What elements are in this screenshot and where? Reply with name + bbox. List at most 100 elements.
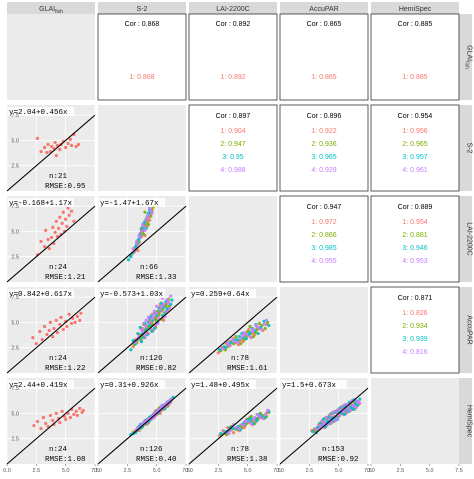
- rmse-value: RMSE:1.33: [136, 274, 177, 282]
- rmse-value: RMSE:1.22: [45, 365, 86, 373]
- rmse-value: RMSE:1.38: [227, 456, 268, 464]
- data-point: [152, 309, 156, 313]
- data-point: [46, 237, 50, 242]
- group-correlation: 2: 0.881: [402, 232, 427, 239]
- regression-equation: y=0.31+0.926x: [100, 382, 159, 390]
- equation-background: [190, 289, 256, 298]
- scatter-panel: y=0.842+0.617x n:24 RMSE:1.22: [6, 287, 96, 374]
- data-point: [142, 321, 146, 326]
- sample-size: n:24: [49, 355, 68, 363]
- correlation-panel-frame: [188, 13, 278, 101]
- sample-size: n:24: [49, 264, 68, 272]
- data-point: [244, 332, 249, 337]
- correlation-panel-frame: [279, 104, 369, 192]
- data-point: [162, 302, 166, 306]
- sample-size: n:78: [231, 446, 249, 454]
- data-point: [267, 323, 271, 328]
- group-correlation: 1: 0.956: [402, 128, 427, 135]
- row-side-strip: [459, 14, 472, 100]
- group-correlation: 3: 0.985: [311, 245, 336, 252]
- correlation-title: Cor : 0.947: [307, 204, 342, 211]
- data-point: [73, 320, 77, 325]
- data-point: [246, 419, 250, 424]
- y-tick-label: 7.5: [11, 113, 19, 119]
- data-point: [338, 413, 342, 418]
- group-correlation: 3: 0.939: [402, 336, 427, 343]
- data-point: [66, 206, 70, 210]
- data-point: [260, 327, 264, 332]
- group-correlation: 2: 0.866: [311, 232, 336, 239]
- equation-background: [281, 380, 347, 389]
- correlation-panel-frame: [188, 104, 278, 192]
- row-side-strip: [459, 196, 472, 282]
- data-point: [233, 340, 237, 344]
- column-header-label: GLAIfish: [39, 6, 63, 15]
- data-point: [159, 304, 163, 308]
- data-point: [342, 412, 347, 417]
- data-point: [51, 225, 55, 229]
- data-point: [139, 327, 144, 332]
- data-point: [44, 421, 48, 426]
- row-side-label: AccuPAR: [466, 315, 473, 344]
- data-point: [164, 309, 168, 313]
- sample-size: n:66: [140, 264, 159, 272]
- row-side-subscript: fish: [464, 61, 470, 69]
- group-correlation: 2: 0.936: [311, 141, 336, 148]
- rmse-value: RMSE:1.08: [45, 456, 86, 464]
- data-point: [49, 144, 54, 149]
- correlation-title: Cor : 0.892: [216, 21, 251, 28]
- data-point: [129, 348, 133, 352]
- group-correlation: 1: 0.885: [402, 74, 427, 81]
- y-tick-label: 7.5: [11, 295, 19, 301]
- row-side-label: LAI-2200C: [466, 222, 473, 255]
- sample-size: n:21: [49, 173, 68, 181]
- group-correlation: 1: 0.922: [311, 128, 336, 135]
- data-point: [136, 331, 140, 336]
- data-point: [144, 318, 148, 322]
- data-point: [67, 312, 71, 316]
- data-point: [47, 328, 51, 333]
- column-header-strip: [7, 2, 95, 14]
- data-point: [47, 247, 51, 251]
- data-point: [76, 142, 81, 147]
- group-correlation: 1: 0.826: [402, 310, 427, 317]
- data-point: [32, 423, 36, 428]
- data-point: [243, 419, 247, 424]
- data-point: [241, 333, 245, 338]
- data-point: [53, 140, 57, 145]
- correlation-title: Cor : 0.885: [398, 21, 433, 28]
- group-correlation: 3: 0.95: [222, 154, 244, 161]
- correlation-panel: Cor : 0.871 1: 0.826 2: 0.934 3: 0.939 4: 0.…: [370, 286, 460, 374]
- data-point: [49, 235, 54, 240]
- group-correlation: 4: 0.953: [402, 258, 427, 265]
- x-tick-label: 5.0: [62, 468, 70, 474]
- data-point: [263, 326, 267, 331]
- data-point: [35, 136, 40, 140]
- sample-size: n:153: [322, 446, 345, 454]
- correlation-panel-frame: [370, 286, 460, 374]
- column-header-strip: [98, 2, 186, 14]
- x-tick-label: 0.0: [3, 468, 11, 474]
- data-point: [257, 414, 261, 419]
- sample-size: n:24: [49, 446, 68, 454]
- data-point: [38, 329, 42, 334]
- correlation-title: Cor : 0.865: [307, 21, 342, 28]
- data-point: [52, 326, 56, 331]
- x-tick-label: 5.0: [426, 468, 434, 474]
- equation-background: [8, 198, 74, 207]
- data-point: [263, 412, 267, 417]
- data-point: [131, 247, 135, 251]
- data-point: [72, 412, 76, 417]
- column-header-strip: [371, 2, 459, 14]
- column-header-label: HemiSpec: [399, 6, 432, 13]
- data-point: [58, 147, 62, 152]
- x-tick-label: 2.5: [306, 468, 314, 474]
- data-point: [264, 318, 269, 322]
- rmse-value: RMSE:0.95: [45, 183, 86, 191]
- data-point: [151, 312, 155, 316]
- x-tick-label: 2.5: [397, 468, 405, 474]
- data-point: [48, 320, 53, 325]
- data-point: [266, 408, 270, 412]
- x-tick-label: 7.5: [364, 468, 372, 474]
